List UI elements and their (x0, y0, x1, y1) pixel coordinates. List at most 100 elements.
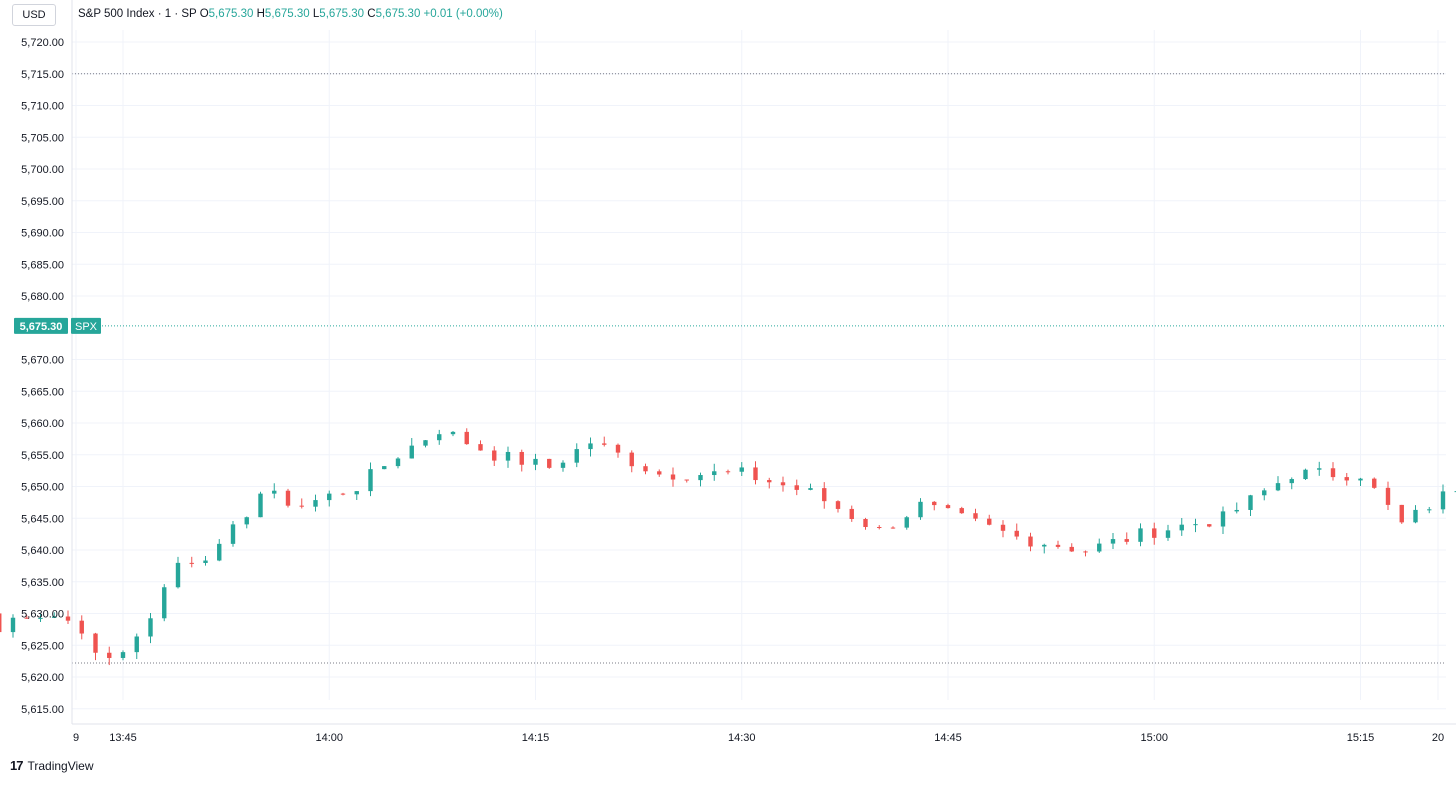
candle (148, 613, 153, 644)
y-tick-label: 5,710.00 (21, 101, 64, 113)
price-axis[interactable]: 5,720.00 5,715.00 5,710.00 5,705.00 5,700.00… (21, 0, 73, 724)
candle-body (1262, 490, 1267, 496)
candle-body (285, 490, 291, 506)
candle-body (767, 480, 772, 483)
candle-body (38, 617, 43, 619)
y-tick-label: 5,630.00 (21, 609, 64, 621)
y-tick-label: 5,650.00 (21, 482, 64, 494)
candle-body (492, 450, 497, 461)
candle (189, 556, 194, 568)
candle-body (313, 500, 318, 507)
candle (835, 500, 841, 513)
candle-body (739, 467, 744, 472)
candle (1000, 520, 1006, 538)
y-tick-label: 5,680.00 (21, 291, 64, 303)
candle (327, 490, 332, 507)
candle (203, 556, 208, 566)
candle-body (10, 617, 16, 633)
candle (38, 614, 43, 622)
candle-body (959, 508, 964, 514)
candle-body (1000, 524, 1006, 531)
candle (739, 462, 744, 477)
symbol-description[interactable]: S&P 500 Index · 1 · SP (78, 8, 197, 20)
y-tick-label: 5,655.00 (21, 450, 64, 462)
last-price-tag: 5,675.30 SPX (14, 317, 101, 334)
candle (1248, 494, 1253, 516)
candle (822, 482, 827, 509)
candle-body (244, 517, 249, 525)
y-tick-label: 5,660.00 (21, 418, 64, 430)
currency-selector[interactable]: USD (12, 4, 56, 26)
close-label: C (367, 8, 376, 20)
candle-body (932, 501, 937, 506)
candle (987, 514, 992, 526)
candle-body (464, 431, 469, 445)
candle (519, 449, 524, 472)
candle (560, 460, 566, 472)
candle (945, 503, 951, 509)
y-tick-label: 5,670.00 (21, 355, 64, 367)
candle (464, 428, 469, 445)
y-tick-label: 5,715.00 (21, 69, 64, 81)
low-label: L (312, 8, 320, 20)
candle-body (1427, 509, 1432, 511)
candle (1454, 491, 1456, 493)
candle (918, 498, 923, 520)
candle-body (1358, 478, 1363, 481)
candle (1427, 506, 1432, 514)
candle-body (1097, 543, 1102, 552)
candle (1330, 462, 1336, 481)
x-tick-label: 14:00 (315, 732, 343, 744)
candle-body (217, 543, 222, 561)
y-tick-label: 5,720.00 (21, 37, 64, 49)
candle (1055, 540, 1061, 549)
candle-body (1042, 544, 1047, 547)
y-tick-label: 5,615.00 (21, 704, 64, 716)
candle-body (134, 636, 139, 653)
candle (354, 491, 359, 501)
candle-body (107, 652, 112, 658)
candle (602, 436, 607, 447)
candle-body (698, 475, 703, 481)
x-tick-label: 15:00 (1140, 732, 1168, 744)
candle-body (354, 491, 359, 495)
tradingview-logo[interactable]: 17 TradingView (10, 758, 94, 773)
time-axis[interactable]: 913:4514:0014:1514:3014:4515:0015:1515:3… (72, 723, 1456, 744)
x-tick-label: 14:45 (934, 732, 962, 744)
x-tick-label: 14:15 (522, 732, 550, 744)
candle (0, 613, 2, 633)
candle (1014, 523, 1019, 540)
candle-body (945, 505, 951, 509)
y-tick-label: 5,705.00 (21, 132, 64, 144)
candle (299, 498, 304, 509)
low-value: 5,675.30 (319, 8, 365, 20)
candle-body (1248, 495, 1253, 510)
candle-body (1138, 528, 1143, 542)
open-value: 5,675.30 (208, 8, 254, 20)
candle (670, 467, 676, 487)
candle-body (175, 562, 181, 588)
candle (1317, 461, 1322, 476)
candle (1220, 506, 1226, 534)
candle-body (189, 562, 194, 564)
candle (753, 461, 758, 485)
candle (230, 520, 236, 547)
y-tick-label: 5,625.00 (21, 640, 64, 652)
candle (162, 584, 167, 622)
candle-body (890, 527, 896, 529)
brand-name: TradingView (27, 758, 94, 773)
candle (932, 501, 937, 511)
candle-body (712, 471, 717, 476)
candle-body (574, 449, 579, 463)
candle-body (877, 527, 882, 529)
candle-body (629, 452, 634, 467)
candle-body (409, 445, 414, 459)
candle-body (203, 560, 208, 563)
change-value: +0.01 (+0.00%) (423, 8, 503, 20)
candle (272, 483, 277, 499)
candle-body (547, 458, 552, 468)
candle-body (615, 444, 621, 453)
candle (1413, 505, 1418, 524)
